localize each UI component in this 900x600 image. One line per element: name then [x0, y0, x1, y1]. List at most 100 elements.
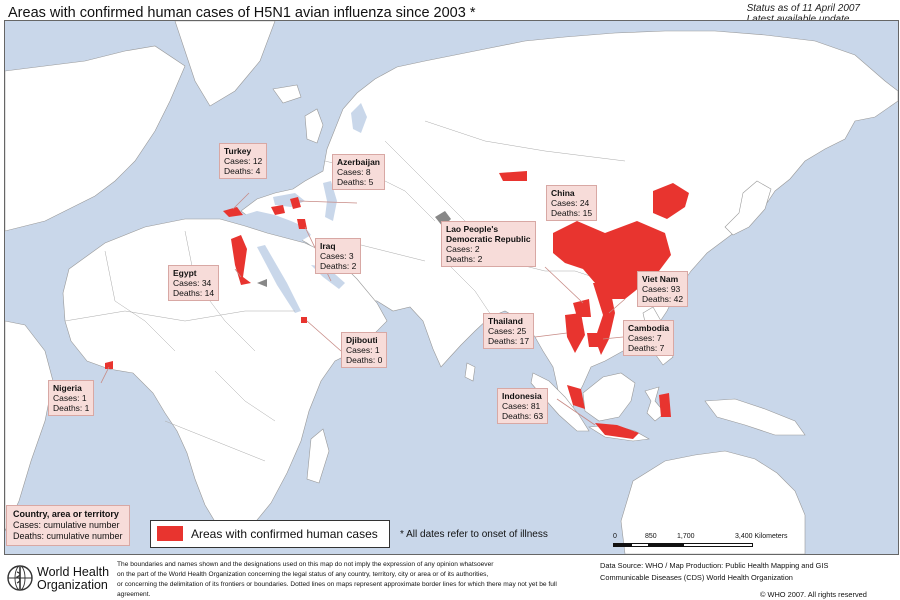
label-name: Egypt	[173, 268, 197, 278]
disclaimer-line: on the part of the World Health Organiza…	[117, 571, 489, 578]
affected-area-sumatra	[567, 385, 585, 409]
who-name: World Health Organization	[37, 566, 109, 592]
data-source-line: Communicable Diseases (CDS) World Health…	[600, 573, 793, 582]
scale-tick: 1,700	[677, 533, 695, 540]
legend-label-explanation: Country, area or territory Cases: cumula…	[6, 505, 130, 546]
label-deaths: Deaths: 42	[642, 294, 684, 304]
affected-area-sulawesi	[659, 393, 671, 417]
affected-area-china-northeast	[653, 183, 689, 219]
label-egypt[interactable]: Egypt Cases: 34 Deaths: 14	[168, 265, 220, 301]
australia-land	[620, 450, 806, 554]
disclaimer: The boundaries and names shown and the d…	[117, 560, 587, 600]
affected-area-nigeria	[105, 361, 113, 369]
label-name: Indonesia	[502, 391, 542, 401]
affected-area-djibouti	[301, 317, 307, 323]
label-azerbaijan[interactable]: Azerbaijan Cases: 8 Deaths: 5	[332, 154, 385, 190]
label-name: Viet Nam	[642, 274, 679, 284]
status-note: Status as of 11 April 2007 Latest availa…	[747, 3, 860, 25]
status-update: Latest available update	[747, 14, 860, 25]
caspian-sea	[323, 181, 337, 221]
label-name: Iraq	[320, 241, 336, 251]
label-turkey[interactable]: Turkey Cases: 12 Deaths: 4	[219, 143, 268, 179]
disclaimer-line: or concerning the delimitation of its fr…	[117, 581, 557, 598]
label-name-line1: Lao People's	[446, 224, 499, 234]
legend-title: Country, area or territory	[13, 509, 119, 519]
label-cases: Cases: 93	[642, 284, 681, 294]
affected-area-egypt	[231, 235, 251, 285]
affected-area-iraq	[297, 219, 307, 229]
greenland-land	[174, 21, 276, 107]
label-cases: Cases: 24	[551, 198, 590, 208]
label-djibouti[interactable]: Djibouti Cases: 1 Deaths: 0	[341, 332, 388, 368]
label-cases: Cases: 3	[320, 251, 354, 261]
key-label: Areas with confirmed human cases	[191, 527, 378, 541]
label-name: Nigeria	[53, 383, 82, 393]
dates-note: * All dates refer to onset of illness	[400, 529, 548, 540]
sri-lanka-land	[464, 362, 476, 382]
new-guinea-land	[704, 398, 806, 436]
footer: World Health Organization The boundaries…	[0, 556, 900, 600]
who-name-line1: World Health	[37, 565, 110, 579]
scale-bar: 0 850 1,700 3,400 Kilometers	[613, 533, 788, 548]
scale-segment	[683, 543, 753, 547]
scale-segment	[631, 543, 649, 547]
affected-area-mongolia	[499, 171, 527, 181]
label-indonesia[interactable]: Indonesia Cases: 81 Deaths: 63	[497, 388, 549, 424]
label-deaths: Deaths: 5	[337, 177, 374, 187]
label-cases: Cases: 12	[224, 156, 263, 166]
north-america-land	[5, 45, 186, 232]
label-thailand[interactable]: Thailand Cases: 25 Deaths: 17	[483, 313, 535, 349]
affected-area-lao	[573, 299, 591, 317]
japan-land	[724, 180, 772, 236]
label-deaths: Deaths: 0	[346, 355, 383, 365]
label-cases: Cases: 8	[337, 167, 371, 177]
label-deaths: Deaths: 2	[446, 254, 483, 264]
scale-segment	[613, 543, 631, 547]
who-emblem-icon	[7, 565, 33, 591]
iceland-land	[272, 84, 302, 104]
label-name: Djibouti	[346, 335, 378, 345]
label-cases: Cases: 7	[628, 333, 662, 343]
copyright: © WHO 2007. All rights reserved	[760, 590, 867, 599]
red-sea	[257, 245, 301, 313]
label-lao[interactable]: Lao People's Democratic Republic Cases: …	[441, 221, 536, 267]
mediterranean-sea	[237, 211, 311, 241]
map-area[interactable]: Turkey Cases: 12 Deaths: 4 Azerbaijan Ca…	[4, 20, 899, 555]
borneo-land	[582, 372, 636, 422]
affected-area-turkey-east	[271, 205, 285, 215]
label-cases: Cases: 1	[346, 345, 380, 355]
status-date: Status as of 11 April 2007	[746, 3, 860, 14]
scale-tick: 850	[645, 533, 657, 540]
data-source-line: Data Source: WHO / Map Production: Publi…	[600, 561, 829, 570]
label-iraq[interactable]: Iraq Cases: 3 Deaths: 2	[315, 238, 362, 274]
label-viet-nam[interactable]: Viet Nam Cases: 93 Deaths: 42	[637, 271, 689, 307]
label-deaths: Deaths: 15	[551, 208, 593, 218]
label-cases: Cases: 1	[53, 393, 87, 403]
affected-area-thailand	[565, 313, 585, 353]
legend-deaths: Deaths: cumulative number	[13, 531, 123, 541]
sulawesi-land	[644, 386, 666, 422]
label-name-line2: Democratic Republic	[446, 234, 531, 244]
label-deaths: Deaths: 17	[488, 336, 530, 346]
map-title: Areas with confirmed human cases of H5N1…	[8, 5, 476, 21]
scale-segment	[649, 543, 683, 547]
label-cambodia[interactable]: Cambodia Cases: 7 Deaths: 7	[623, 320, 675, 356]
label-deaths: Deaths: 63	[502, 411, 544, 421]
label-cases: Cases: 81	[502, 401, 541, 411]
world-map	[5, 21, 898, 554]
label-cases: Cases: 2	[446, 244, 480, 254]
label-name: Azerbaijan	[337, 157, 380, 167]
sinai-region	[257, 279, 267, 287]
who-name-line2: Organization	[37, 578, 108, 592]
uk-land	[304, 108, 324, 144]
label-nigeria[interactable]: Nigeria Cases: 1 Deaths: 1	[48, 380, 95, 416]
baltic-sea	[351, 103, 367, 133]
label-china[interactable]: China Cases: 24 Deaths: 15	[546, 185, 598, 221]
affected-area-azerbaijan	[290, 197, 301, 209]
label-deaths: Deaths: 1	[53, 403, 90, 413]
label-name: Turkey	[224, 146, 252, 156]
affected-area-turkey	[223, 207, 243, 217]
label-deaths: Deaths: 2	[320, 261, 357, 271]
label-name: China	[551, 188, 575, 198]
data-source: Data Source: WHO / Map Production: Publi…	[600, 560, 900, 584]
